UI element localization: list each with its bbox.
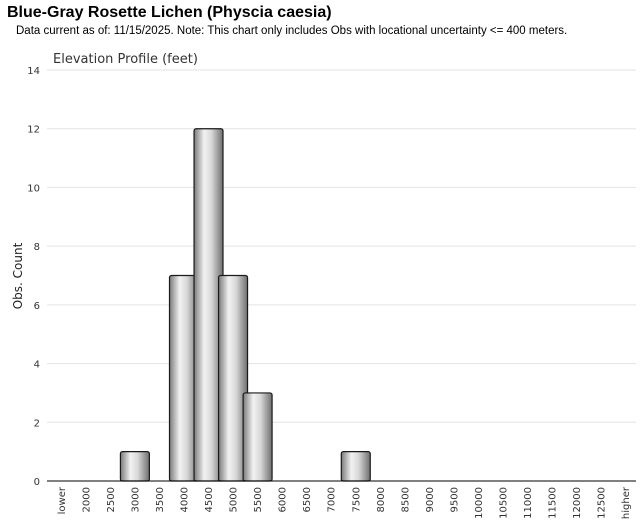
- y-tick-label: 14: [27, 66, 40, 77]
- chart-title: Elevation Profile (feet): [53, 52, 198, 67]
- x-tick-label: 4500: [204, 487, 215, 512]
- bars: [119, 128, 371, 482]
- page-title: Blue-Gray Rosette Lichen (Physcia caesia…: [7, 4, 332, 21]
- y-tick-label: 4: [34, 360, 40, 371]
- x-tick-label: 5500: [253, 487, 264, 512]
- x-axis-ticks: lower 2000 2500 3000 3500 4000 4500 5000 5500 600…: [57, 486, 632, 519]
- x-tick-label: 7500: [351, 487, 362, 512]
- y-tick-label: 2: [34, 418, 40, 429]
- x-tick-label: 10000: [474, 487, 485, 519]
- x-tick-label: 9000: [425, 487, 436, 512]
- x-tick-label: 8500: [400, 487, 411, 512]
- x-tick-label: 6000: [278, 487, 289, 512]
- x-tick-label: 3000: [130, 487, 141, 512]
- y-axis-label: Obs. Count: [11, 242, 25, 309]
- x-tick-label: 11500: [548, 487, 559, 519]
- x-tick-label: 11000: [523, 487, 534, 519]
- bar: [119, 451, 150, 482]
- y-tick-label: 6: [34, 301, 40, 312]
- x-tick-label: 6500: [302, 487, 313, 512]
- bar: [340, 451, 371, 482]
- bar: [242, 392, 273, 482]
- x-tick-label: 2500: [106, 487, 117, 512]
- x-tick-label: 12000: [572, 487, 583, 519]
- x-tick-label: lower: [57, 486, 68, 514]
- x-tick-label: 9500: [449, 487, 460, 512]
- x-tick-label: higher: [621, 486, 632, 519]
- data-note: Data current as of: 11/15/2025. Note: Th…: [16, 25, 568, 37]
- x-tick-label: 10500: [499, 487, 510, 519]
- x-tick-label: 2000: [81, 487, 92, 512]
- grid-lines: [47, 69, 636, 423]
- y-axis-ticks: 0 2 4 6 8 10 12 14: [27, 66, 40, 488]
- x-tick-label: 12500: [597, 487, 608, 519]
- x-tick-label: 8000: [376, 487, 387, 512]
- x-tick-label: 5000: [229, 487, 240, 512]
- x-tick-label: 7000: [327, 487, 338, 512]
- y-tick-label: 0: [34, 477, 40, 488]
- y-tick-label: 8: [34, 242, 40, 253]
- x-tick-label: 3500: [155, 487, 166, 512]
- y-tick-label: 12: [27, 125, 40, 136]
- y-tick-label: 10: [27, 183, 40, 194]
- x-tick-label: 4000: [179, 487, 190, 512]
